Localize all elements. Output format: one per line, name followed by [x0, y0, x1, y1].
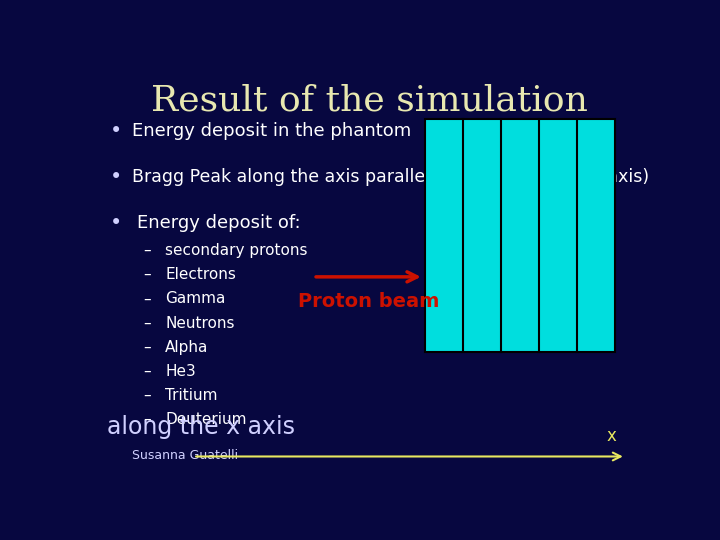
- Text: •: •: [109, 167, 122, 187]
- Text: Energy deposit in the phantom: Energy deposit in the phantom: [132, 123, 411, 140]
- Text: secondary protons: secondary protons: [166, 243, 308, 258]
- Text: •: •: [109, 213, 122, 233]
- Text: along the x axis: along the x axis: [107, 415, 294, 438]
- Text: –: –: [143, 340, 150, 355]
- Text: Gamma: Gamma: [166, 292, 225, 306]
- Text: –: –: [143, 412, 150, 427]
- Text: –: –: [143, 364, 150, 379]
- Text: Electrons: Electrons: [166, 267, 236, 282]
- Text: x: x: [607, 427, 616, 445]
- Text: Bragg Peak along the axis parallel to the beam line (x axis): Bragg Peak along the axis parallel to th…: [132, 168, 649, 186]
- Text: Result of the simulation: Result of the simulation: [150, 84, 588, 118]
- Text: Neutrons: Neutrons: [166, 315, 235, 330]
- Text: He3: He3: [166, 364, 196, 379]
- Text: Susanna Guatelli: Susanna Guatelli: [132, 449, 238, 462]
- Text: Energy deposit of:: Energy deposit of:: [138, 214, 301, 232]
- Text: –: –: [143, 315, 150, 330]
- Text: Alpha: Alpha: [166, 340, 209, 355]
- Text: •: •: [109, 122, 122, 141]
- Text: –: –: [143, 267, 150, 282]
- Text: –: –: [143, 292, 150, 306]
- Text: Tritium: Tritium: [166, 388, 218, 403]
- Text: Proton beam: Proton beam: [298, 292, 440, 311]
- Text: –: –: [143, 388, 150, 403]
- Text: –: –: [143, 243, 150, 258]
- Bar: [425, 119, 615, 352]
- Text: Deuterium: Deuterium: [166, 412, 247, 427]
